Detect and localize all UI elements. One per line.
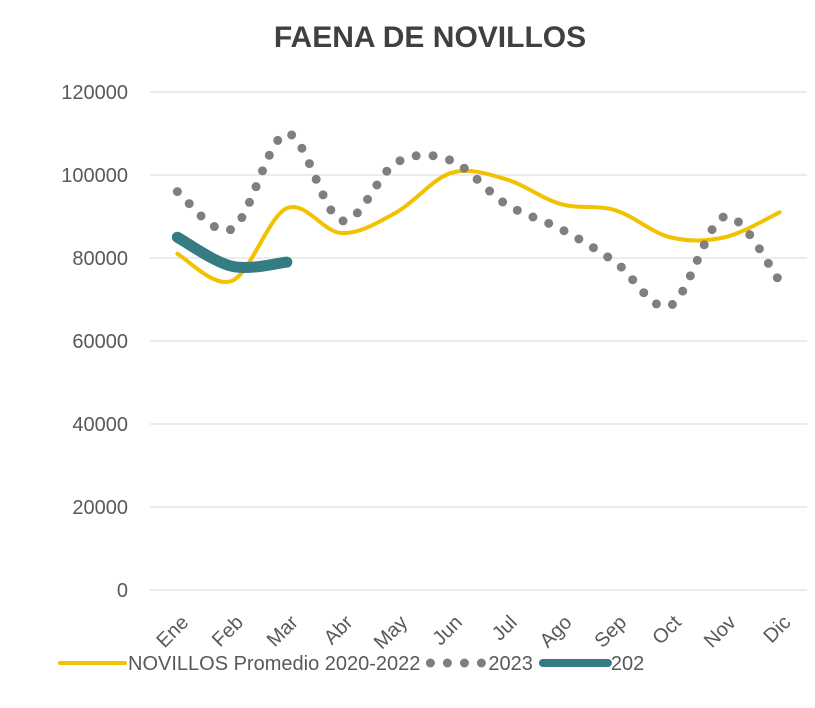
y-tick-label: 20000 xyxy=(72,497,128,519)
y-tick-label: 40000 xyxy=(72,414,128,436)
x-tick-label: Nov xyxy=(700,612,741,653)
y-tick-label: 100000 xyxy=(61,165,128,187)
series-line xyxy=(172,129,785,312)
legend-label: 2023 xyxy=(488,653,533,675)
legend-label: 202 xyxy=(611,653,644,675)
y-tick-label: 120000 xyxy=(61,82,128,104)
x-tick-label: Dic xyxy=(759,612,795,648)
series-line xyxy=(171,231,293,273)
x-tick-label: Ene xyxy=(152,612,193,653)
legend-label: NOVILLOS Promedio 2020-2022 xyxy=(128,653,420,675)
x-tick-label: Sep xyxy=(590,612,631,653)
y-tick-label: 60000 xyxy=(72,331,128,353)
x-tick-label: Mar xyxy=(263,611,303,651)
x-tick-label: Ago xyxy=(536,612,577,653)
x-tick-label: Feb xyxy=(208,612,248,652)
x-tick-label: Jul xyxy=(488,612,522,646)
x-tick-label: Abr xyxy=(320,611,358,649)
chart-title: FAENA DE NOVILLOS xyxy=(274,21,586,54)
x-tick-label: May xyxy=(370,612,412,654)
x-tick-label: Oct xyxy=(648,611,686,649)
y-tick-label: 0 xyxy=(117,580,128,602)
y-tick-label: 80000 xyxy=(72,248,128,270)
x-tick-label: Jun xyxy=(429,612,467,650)
